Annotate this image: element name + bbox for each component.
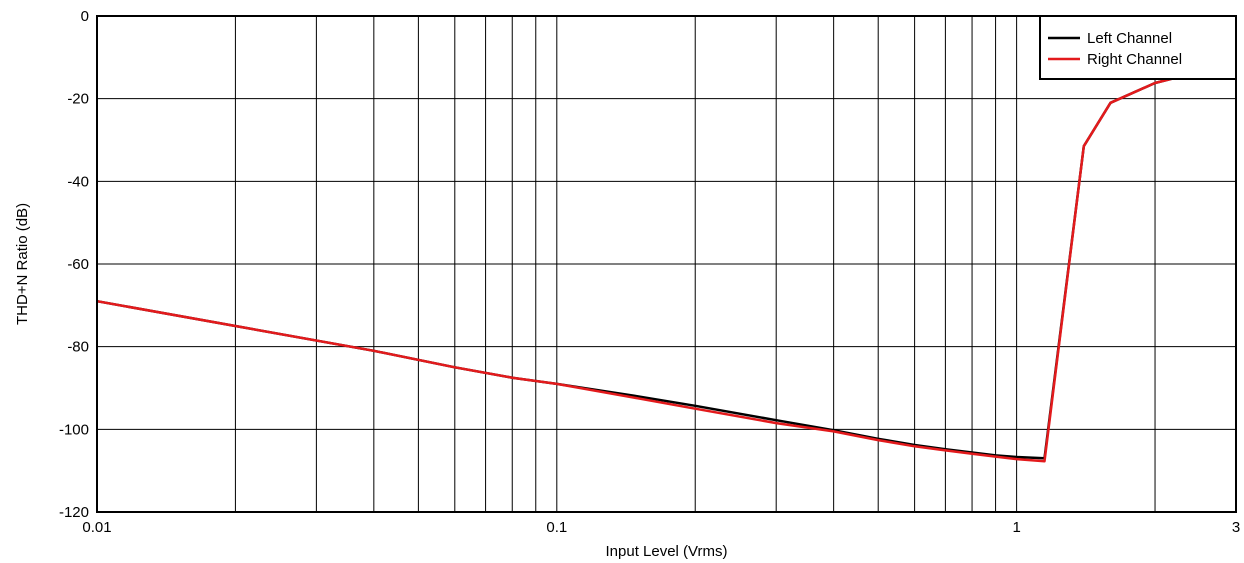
y-tick-label: -20	[67, 91, 89, 108]
x-axis-title: Input Level (Vrms)	[606, 543, 728, 560]
x-tick-label: 3	[1232, 519, 1240, 536]
y-tick-label: -80	[67, 339, 89, 356]
legend-label: Right Channel	[1087, 51, 1182, 68]
y-tick-label: -40	[67, 173, 89, 190]
y-tick-label: 0	[81, 8, 89, 25]
legend-box	[1039, 15, 1237, 80]
x-tick-label: 1	[1012, 519, 1020, 536]
grid	[97, 15, 1236, 513]
y-tick-label: -60	[67, 256, 89, 273]
plot-frame	[96, 15, 1237, 513]
y-axis-title: THD+N Ratio (dB)	[14, 203, 31, 325]
y-tick-label: -120	[59, 504, 89, 521]
y-tick-label: -100	[59, 421, 89, 438]
legend: Left Channel Right Channel	[1039, 15, 1237, 80]
x-tick-label: 0.01	[82, 519, 111, 536]
x-tick-label: 0.1	[546, 519, 567, 536]
legend-label: Left Channel	[1087, 30, 1172, 47]
series-line	[96, 72, 1208, 463]
series-layer	[96, 72, 1208, 463]
